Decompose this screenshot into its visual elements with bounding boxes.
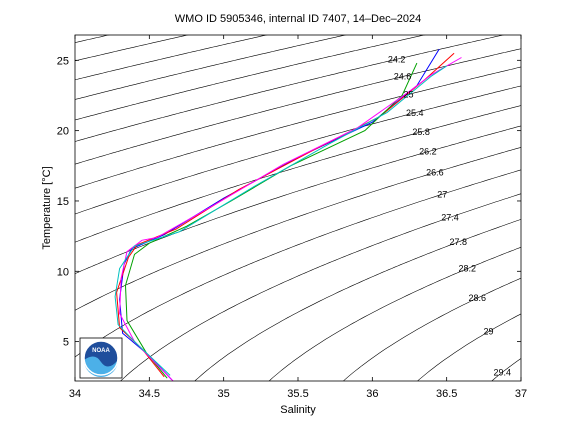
- isopycnal: [75, 35, 426, 121]
- profiles: [114, 48, 462, 381]
- isopycnal: [268, 246, 521, 381]
- contour-label: 24.6: [394, 72, 412, 82]
- isopycnal: [491, 358, 521, 381]
- noaa-logo: NOAA: [79, 337, 123, 379]
- x-tick-label: 36.5: [436, 388, 457, 400]
- y-tick-label: 15: [57, 196, 69, 208]
- isopycnal: [342, 277, 521, 381]
- isopycnal: [75, 48, 521, 165]
- isopycnal: [120, 193, 521, 381]
- isopycnal: [75, 105, 521, 243]
- profile-line: [116, 52, 455, 378]
- y-tick-label: 10: [57, 266, 69, 278]
- isopycnal: [75, 66, 521, 189]
- x-tick-label: 37: [515, 388, 527, 400]
- isopycnal: [194, 219, 521, 381]
- contours: [75, 35, 521, 381]
- y-axis-label: Temperature [°C]: [41, 166, 53, 249]
- contour-label: 29.4: [493, 367, 511, 377]
- x-axis-label: Salinity: [280, 404, 316, 416]
- y-tick-label: 20: [57, 126, 69, 138]
- contour-label: 26.2: [419, 147, 437, 157]
- contour-label: 28.2: [459, 264, 477, 274]
- y-tick-label: 5: [63, 337, 69, 349]
- profile-line: [114, 65, 447, 376]
- y-tick-label: 25: [57, 55, 69, 67]
- plot-area: [75, 35, 521, 381]
- contour-label: 24.2: [388, 54, 406, 64]
- contour-label: 25.4: [406, 108, 424, 118]
- contour-labels: 24.2 24.6 25 25.4 25.8 26.2 26.6 27 27.4 27.8 28.2…: [388, 54, 511, 377]
- isopycnal: [75, 35, 347, 100]
- x-tick-label: 34.5: [139, 388, 160, 400]
- x-tick-label: 34: [69, 388, 81, 400]
- contour-label: 27.8: [450, 237, 468, 247]
- profile-line: [124, 62, 418, 379]
- x-tick-label: 35.5: [287, 388, 308, 400]
- isopycnal: [75, 35, 268, 81]
- svg-text:NOAA: NOAA: [92, 348, 110, 354]
- isopycnal: [75, 125, 521, 274]
- contour-label: 25: [403, 89, 413, 99]
- isopycnal: [75, 147, 521, 311]
- x-tick-label: 36: [366, 388, 378, 400]
- isopycnal: [417, 313, 521, 381]
- contour-label: 27.4: [441, 212, 459, 222]
- isopycnal: [75, 169, 521, 358]
- contour-label: 29: [484, 327, 494, 337]
- isopycnal: [75, 35, 189, 62]
- contour-label: 26.6: [426, 167, 444, 177]
- x-tick-label: 35: [218, 388, 230, 400]
- profile-line: [119, 57, 462, 381]
- contour-label: 27: [437, 189, 447, 199]
- isopycnal: [75, 85, 521, 215]
- chart-title: WMO ID 5905346, internal ID 7407, 14–Dec…: [175, 13, 421, 25]
- contour-label: 25.8: [412, 127, 430, 137]
- contour-label: 28.6: [468, 293, 486, 303]
- isopycnal: [75, 35, 505, 142]
